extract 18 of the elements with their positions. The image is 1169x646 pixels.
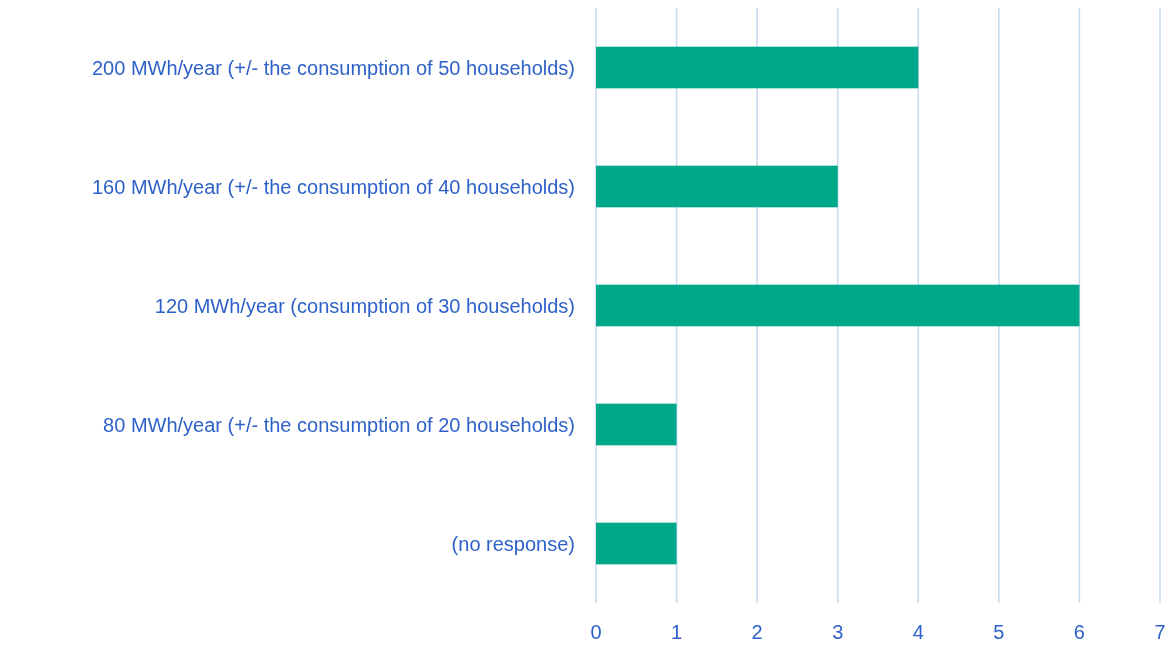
y-tick-label: 80 MWh/year (+/- the consumption of 20 households) (103, 413, 575, 436)
y-tick-label: (no response) (451, 532, 575, 555)
bar (596, 165, 838, 208)
x-tick-label: 5 (993, 621, 1005, 643)
y-tick-label: 200 MWh/year (+/- the consumption of 50 households) (91, 56, 575, 79)
bar (596, 403, 677, 446)
x-tick-label: 7 (1154, 621, 1166, 643)
bar (596, 46, 919, 89)
x-tick-label: 0 (590, 621, 602, 643)
bar (596, 522, 677, 565)
x-tick-label: 2 (751, 621, 763, 643)
x-tick-label: 3 (832, 621, 844, 643)
y-tick-label: 120 MWh/year (consumption of 30 households) (154, 294, 575, 317)
bar (596, 284, 1080, 327)
x-tick-label: 4 (912, 621, 924, 643)
x-tick-label: 1 (671, 621, 683, 643)
y-tick-label: 160 MWh/year (+/- the consumption of 40 households) (91, 175, 575, 198)
x-tick-label: 6 (1073, 621, 1085, 643)
